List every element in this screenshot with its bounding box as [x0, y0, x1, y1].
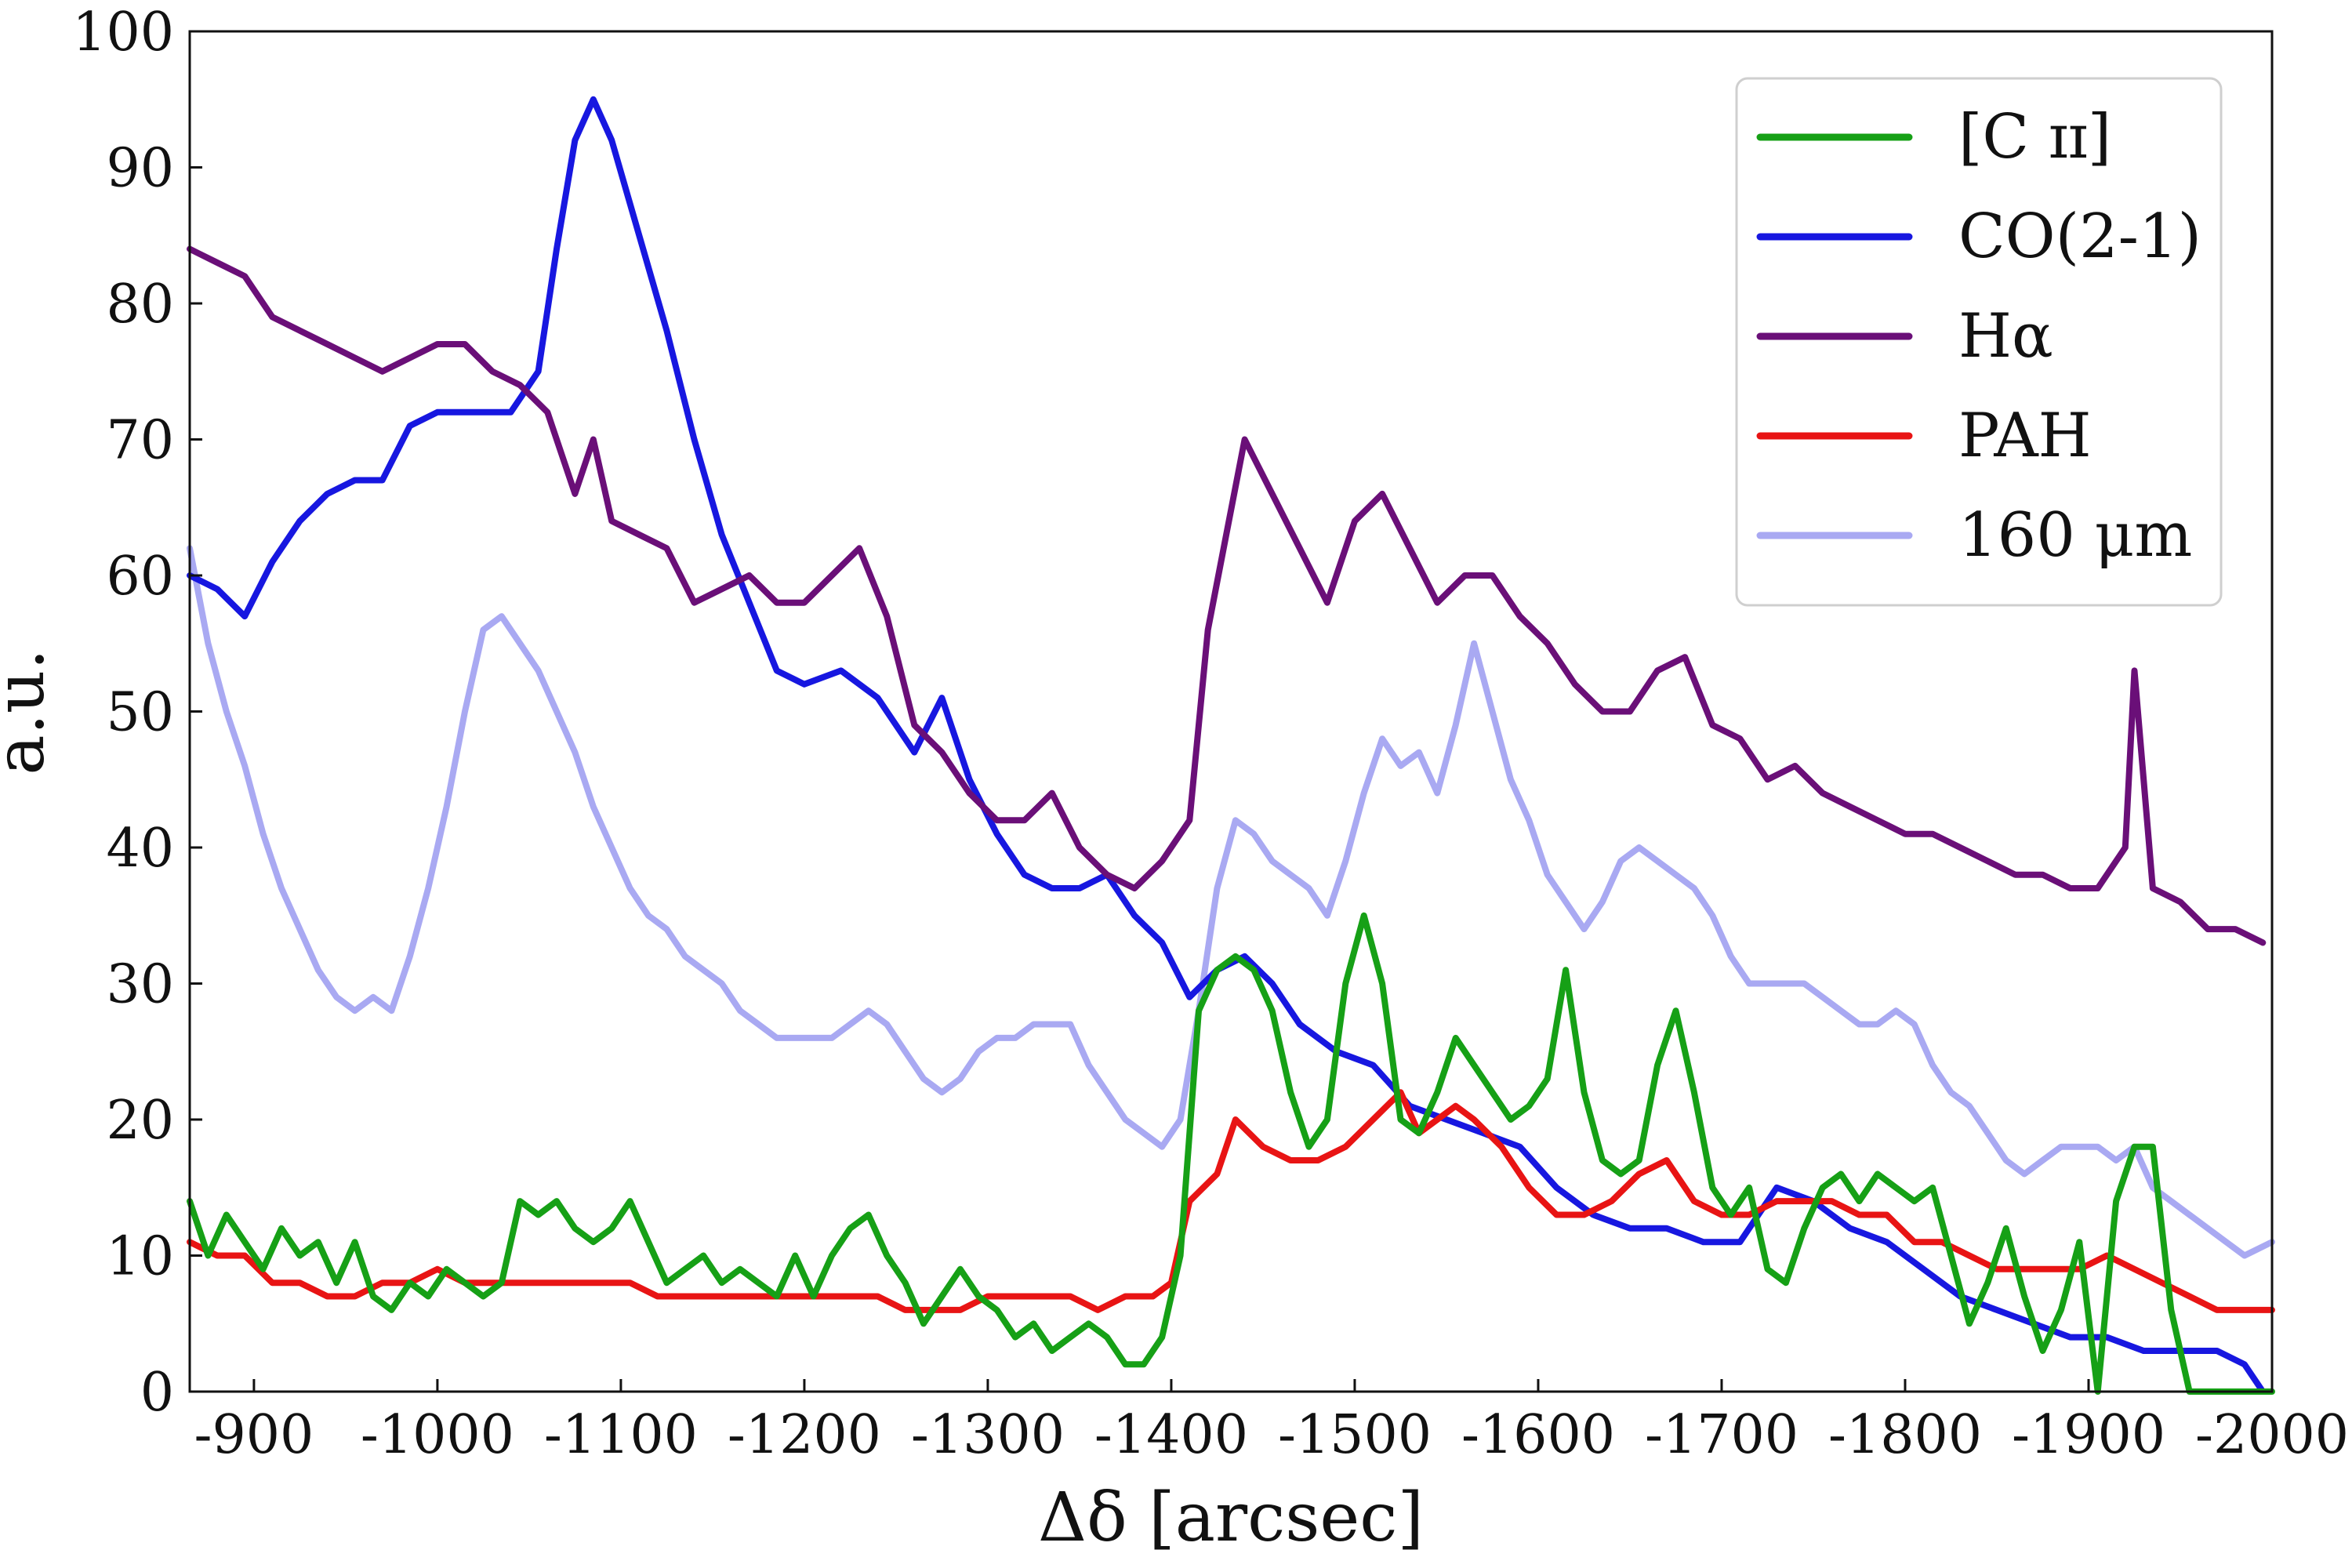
legend-label-4: 160 μm [1958, 500, 2192, 571]
legend-label-3: PAH [1958, 401, 2092, 471]
series-line-1 [187, 96, 2267, 1395]
legend-box [1735, 77, 2223, 607]
x-axis-title: Δδ [arcsec] [1038, 1479, 1424, 1557]
y-axis-title: a.u. [0, 648, 60, 775]
legend-items: [C ɪɪ] CO(2-1) Hα PAH 160 μm [1756, 102, 2201, 571]
y-tick-label: 50 [106, 682, 174, 744]
x-tick-label: -900 [194, 1404, 314, 1466]
x-tick-label: -1300 [911, 1404, 1065, 1466]
series-layer [187, 96, 2275, 1395]
series-line-3 [187, 1089, 2275, 1313]
x-tick-label: -1800 [1828, 1404, 1982, 1466]
legend: [C ɪɪ] CO(2-1) Hα PAH 160 μm [1735, 77, 2223, 607]
series-line-2 [187, 245, 2267, 946]
y-tick-label: 10 [106, 1226, 174, 1288]
x-tick-label: -1100 [544, 1404, 698, 1466]
x-tick-label: -1500 [1278, 1404, 1432, 1466]
ticks-layer: -900 -1000 -1100 -1200 -1300 -1400 -1500 -1600-… [72, 2, 2349, 1466]
y-tick-label: 100 [72, 2, 174, 64]
y-tick-label: 20 [106, 1090, 174, 1152]
x-tick-label: -1600 [1461, 1404, 1615, 1466]
x-tick-label: -1200 [728, 1404, 881, 1466]
y-tick-label: 0 [140, 1362, 174, 1424]
x-tick-label: -2000 [2195, 1404, 2349, 1466]
y-tick-label: 70 [106, 410, 174, 472]
x-tick-label: -1700 [1645, 1404, 1798, 1466]
y-tick-label: 90 [106, 138, 174, 200]
x-tick-label: -1000 [361, 1404, 514, 1466]
legend-label-2: Hα [1958, 301, 2053, 372]
y-tick-label: 30 [106, 954, 174, 1016]
y-tick-label: 60 [106, 546, 174, 608]
legend-label-0: [C ɪɪ] [1958, 102, 2111, 172]
x-tick-label: -1900 [2012, 1404, 2165, 1466]
x-tick-label: -1400 [1094, 1404, 1248, 1466]
y-tick-label: 40 [106, 818, 174, 880]
y-tick-label: 80 [106, 274, 174, 336]
series-line-4 [187, 545, 2275, 1259]
series-line-0 [187, 912, 2275, 1395]
legend-label-1: CO(2-1) [1958, 201, 2201, 272]
